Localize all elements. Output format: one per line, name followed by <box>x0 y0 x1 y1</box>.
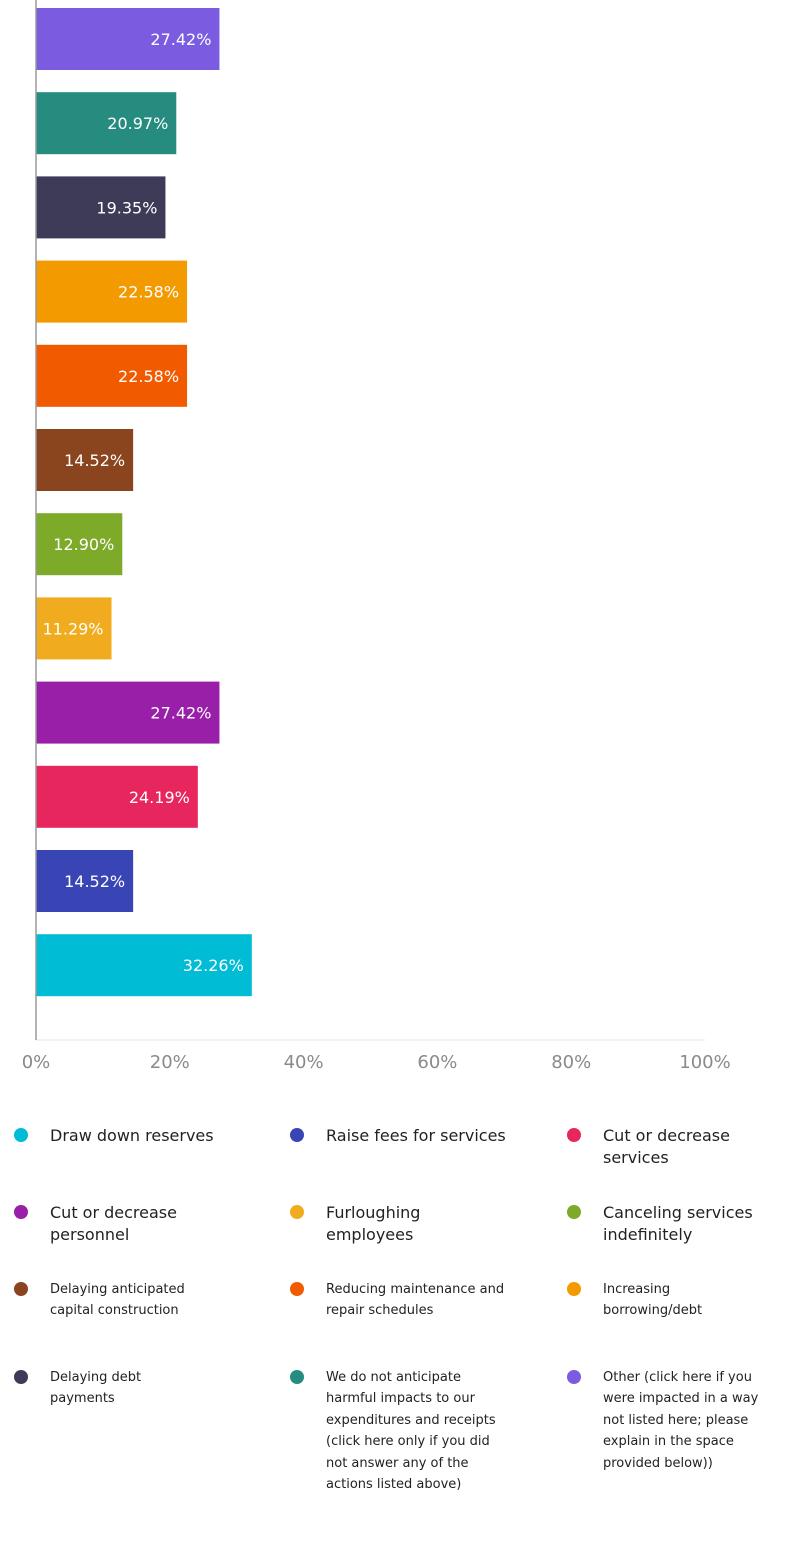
legend-item-cut-personnel: Cut or decrease personnel <box>14 1202 230 1245</box>
legend-item-draw-down-reserves: Draw down reserves <box>14 1125 230 1147</box>
legend-item-furloughing: Furloughing employees <box>290 1202 506 1245</box>
legend-swatch <box>14 1370 28 1384</box>
legend-label: Other (click here if you were impacted i… <box>603 1370 759 1471</box>
legend-label: Cut or decrease services <box>603 1126 730 1167</box>
legend-label: Furloughing employees <box>326 1203 421 1244</box>
bar-chart: 27.42% 20.97% 19.35% 22.58% 22.58% 14.52% 12.9… <box>22 0 731 1073</box>
legend-item-delaying-construction: Delaying anticipated capital constructio… <box>14 1279 230 1322</box>
bar <box>36 8 220 70</box>
legend-item-increasing-borrowing: Increasing borrowing/debt <box>567 1279 743 1322</box>
legend-item-raise-fees: Raise fees for services <box>290 1125 506 1147</box>
legend-label: We do not anticipate harmful impacts to … <box>326 1370 496 1493</box>
bar-value-label: 19.35% <box>96 198 157 217</box>
x-tick-label: 60% <box>417 1052 457 1073</box>
legend-item-no-harmful-impacts: We do not anticipate harmful impacts to … <box>290 1367 506 1496</box>
bar-value-label: 20.97% <box>107 114 168 133</box>
x-tick-label: 40% <box>284 1052 324 1073</box>
legend-label: Cut or decrease personnel <box>50 1203 177 1244</box>
bar <box>36 934 252 997</box>
bar <box>36 92 177 155</box>
x-tick-label: 20% <box>150 1052 190 1073</box>
bar <box>36 513 123 576</box>
bar <box>36 681 220 744</box>
x-tick-label: 100% <box>679 1052 730 1073</box>
legend-label: Delaying anticipated capital constructio… <box>50 1282 185 1319</box>
bar <box>36 344 188 407</box>
bar-value-label: 27.42% <box>150 704 211 723</box>
legend-label: Reducing maintenance and repair schedule… <box>326 1282 505 1319</box>
x-tick-label: 80% <box>551 1052 591 1073</box>
bar-value-label: 14.52% <box>64 872 125 891</box>
bar-value-label: 12.90% <box>53 535 114 554</box>
legend-label: Increasing borrowing/debt <box>603 1282 703 1319</box>
legend-item-other: Other (click here if you were impacted i… <box>567 1367 783 1474</box>
legend-item-reducing-maintenance: Reducing maintenance and repair schedule… <box>290 1279 506 1322</box>
legend-swatch <box>567 1370 581 1384</box>
legend-swatch <box>290 1128 304 1142</box>
legend-item-delaying-debt: Delaying debt payments <box>14 1367 180 1410</box>
bar <box>36 429 134 491</box>
legend-swatch <box>567 1128 581 1142</box>
legend-label: Canceling services indefinitely <box>603 1203 753 1244</box>
legend-swatch <box>290 1370 304 1384</box>
x-tick-label: 0% <box>22 1052 51 1073</box>
legend-swatch <box>290 1282 304 1296</box>
bar-value-label: 11.29% <box>43 619 104 638</box>
chart-legend: Draw down reserves Raise fees for servic… <box>0 1115 801 1535</box>
bar <box>36 597 112 660</box>
bar-value-label: 24.19% <box>129 788 190 807</box>
legend-label: Raise fees for services <box>326 1126 506 1145</box>
legend-label: Delaying debt payments <box>50 1370 142 1407</box>
bar-value-label: 22.58% <box>118 283 179 302</box>
legend-item-cut-services: Cut or decrease services <box>567 1125 783 1168</box>
bar-value-label: 14.52% <box>64 451 125 470</box>
legend-swatch <box>14 1282 28 1296</box>
legend-label: Draw down reserves <box>50 1126 214 1145</box>
legend-swatch <box>14 1205 28 1219</box>
bar <box>36 765 198 828</box>
bar <box>36 176 166 239</box>
legend-swatch <box>14 1128 28 1142</box>
bar-value-label: 27.42% <box>150 30 211 49</box>
bar-value-label: 22.58% <box>118 367 179 386</box>
legend-swatch <box>567 1282 581 1296</box>
legend-swatch <box>567 1205 581 1219</box>
legend-item-canceling-services: Canceling services indefinitely <box>567 1202 783 1245</box>
bar <box>36 260 188 323</box>
bar <box>36 850 134 912</box>
bar-value-label: 32.26% <box>183 956 244 975</box>
legend-swatch <box>290 1205 304 1219</box>
